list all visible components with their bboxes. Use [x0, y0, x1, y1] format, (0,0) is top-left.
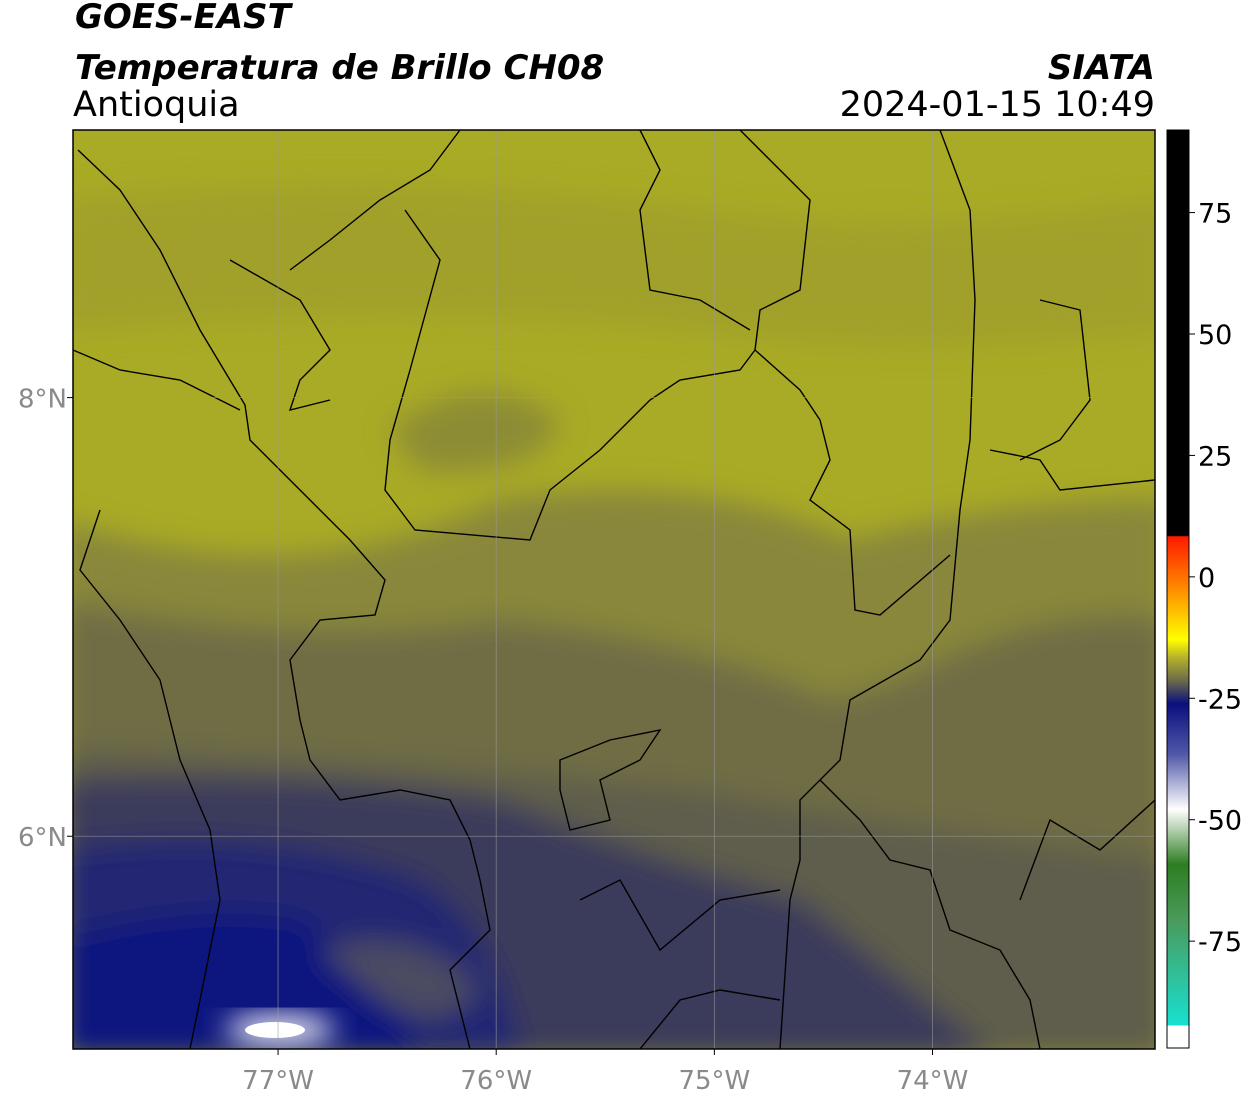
colorbar: [1166, 129, 1190, 1049]
brightness-field: [73, 130, 1155, 1049]
y-tick-label: 8°N: [18, 385, 67, 415]
borders: [73, 130, 1155, 1049]
colorbar-tick-label: 25: [1198, 441, 1232, 472]
colorbar-tick-label: -75: [1198, 927, 1242, 958]
datetime: 2024-01-15 10:49: [840, 85, 1155, 125]
source: SIATA: [1048, 48, 1155, 88]
x-tick-label: 77°W: [242, 1066, 314, 1096]
colorbar-tick-label: 75: [1198, 199, 1232, 230]
region: Antioquia: [73, 85, 240, 125]
colorbar-tick-label: 50: [1198, 320, 1232, 351]
grid: [73, 130, 1155, 1049]
x-tick-label: 76°W: [460, 1066, 532, 1096]
colorbar-tick-label: -25: [1198, 684, 1242, 715]
map-frame: [72, 129, 1156, 1050]
x-tick-label: 75°W: [678, 1066, 750, 1096]
subtitle: Temperatura de Brillo CH08: [75, 48, 604, 88]
y-tick-label: 6°N: [18, 823, 67, 853]
colorbar-tick-label: -50: [1198, 806, 1242, 837]
x-tick-label: 74°W: [897, 1066, 969, 1096]
colorbar-tick-label: 0: [1198, 563, 1215, 594]
title: GOES-EAST: [75, 0, 294, 37]
